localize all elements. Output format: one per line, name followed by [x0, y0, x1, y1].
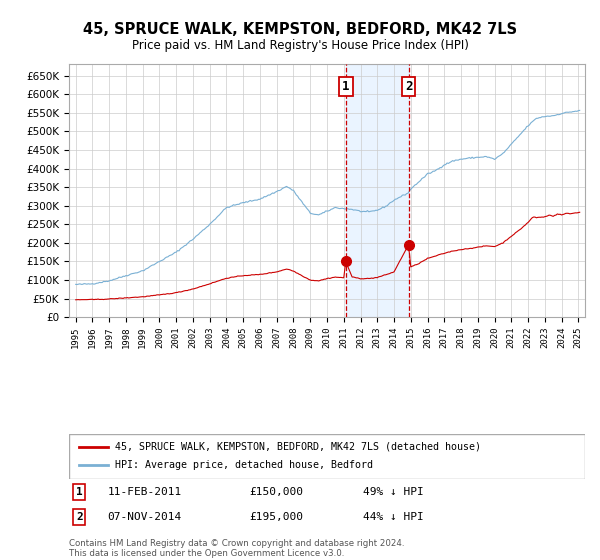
Text: 45, SPRUCE WALK, KEMPSTON, BEDFORD, MK42 7LS (detached house): 45, SPRUCE WALK, KEMPSTON, BEDFORD, MK42… — [115, 441, 481, 451]
Bar — [346, 64, 409, 317]
Text: 49% ↓ HPI: 49% ↓ HPI — [363, 487, 424, 497]
FancyBboxPatch shape — [69, 434, 585, 479]
Text: 45, SPRUCE WALK, KEMPSTON, BEDFORD, MK42 7LS: 45, SPRUCE WALK, KEMPSTON, BEDFORD, MK42… — [83, 22, 517, 36]
Text: 1: 1 — [76, 487, 83, 497]
Text: 1: 1 — [342, 80, 350, 93]
Text: £150,000: £150,000 — [250, 487, 304, 497]
Text: HPI: Average price, detached house, Bedford: HPI: Average price, detached house, Bedf… — [115, 460, 373, 470]
Text: 2: 2 — [76, 512, 83, 522]
Text: 11-FEB-2011: 11-FEB-2011 — [108, 487, 182, 497]
Text: Price paid vs. HM Land Registry's House Price Index (HPI): Price paid vs. HM Land Registry's House … — [131, 39, 469, 53]
Text: 2: 2 — [405, 80, 412, 93]
Text: 07-NOV-2014: 07-NOV-2014 — [108, 512, 182, 522]
Text: £195,000: £195,000 — [250, 512, 304, 522]
Text: Contains HM Land Registry data © Crown copyright and database right 2024.
This d: Contains HM Land Registry data © Crown c… — [69, 539, 404, 558]
Text: 44% ↓ HPI: 44% ↓ HPI — [363, 512, 424, 522]
